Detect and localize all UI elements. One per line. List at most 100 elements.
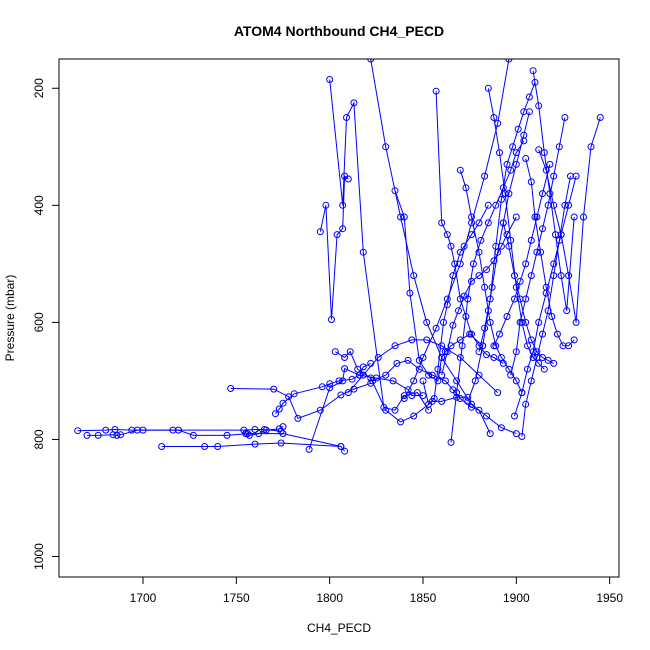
data-point — [580, 213, 587, 221]
series-19 — [475, 78, 539, 356]
data-point — [550, 201, 558, 209]
data-point — [133, 426, 141, 434]
data-point — [533, 248, 541, 256]
data-point — [522, 260, 530, 268]
series-line — [493, 164, 551, 347]
data-point — [539, 190, 546, 198]
data-point — [344, 389, 352, 397]
data-point — [550, 172, 558, 180]
data-point — [468, 330, 475, 338]
series-10 — [331, 348, 472, 426]
data-point — [350, 99, 358, 107]
data-point — [522, 295, 530, 303]
data-point — [113, 431, 121, 439]
series-line — [370, 59, 517, 435]
data-point — [512, 213, 520, 221]
data-point — [512, 348, 520, 356]
data-point — [341, 365, 349, 373]
data-point — [270, 385, 278, 393]
data-point — [326, 76, 334, 83]
data-point — [475, 371, 483, 379]
data-point — [561, 201, 569, 209]
data-point — [505, 59, 513, 63]
y-tick-label: 800 — [32, 429, 46, 449]
data-point — [346, 348, 354, 356]
series-14 — [432, 87, 507, 367]
data-point — [441, 377, 449, 385]
data-point — [397, 213, 405, 221]
series-line — [538, 117, 601, 323]
data-point — [447, 242, 455, 250]
data-point — [570, 336, 578, 344]
data-point — [505, 190, 513, 198]
data-point — [343, 114, 350, 121]
data-point — [456, 260, 464, 268]
data-point — [535, 318, 543, 326]
data-point — [74, 427, 82, 435]
data-point — [596, 114, 604, 121]
data-point — [404, 356, 412, 364]
data-point — [539, 330, 546, 338]
data-point — [567, 172, 574, 180]
data-point — [242, 430, 250, 438]
data-point — [326, 380, 334, 388]
data-point — [511, 272, 518, 280]
data-point — [449, 321, 457, 329]
series-line — [394, 190, 484, 382]
data-point — [169, 426, 177, 434]
data-point — [322, 201, 330, 209]
data-point — [563, 307, 571, 315]
data-point — [294, 414, 302, 422]
data-point — [419, 354, 427, 361]
data-point — [531, 213, 539, 221]
data-point — [316, 406, 324, 414]
data-point — [109, 431, 117, 439]
data-point — [565, 272, 573, 280]
series-20 — [484, 84, 548, 373]
data-point — [492, 201, 500, 209]
series-line — [230, 382, 371, 420]
data-point — [277, 439, 285, 447]
data-point — [438, 219, 446, 227]
data-point — [240, 426, 248, 434]
series-15 — [438, 213, 520, 379]
series-7 — [305, 365, 427, 453]
data-point — [469, 260, 477, 268]
data-point — [410, 377, 418, 385]
data-point — [456, 354, 464, 361]
data-point — [572, 318, 580, 326]
data-point — [339, 377, 347, 385]
data-point — [499, 219, 507, 227]
data-point — [455, 307, 462, 315]
data-point — [223, 431, 231, 439]
data-point — [527, 336, 535, 344]
data-point — [430, 395, 438, 402]
data-point — [339, 225, 347, 233]
data-point — [464, 295, 472, 303]
data-point — [83, 431, 91, 439]
data-point — [438, 397, 446, 405]
axis-ticks: 1700 1750 1800 1850 1900 1950 200 400 600 800 1000 — [32, 78, 623, 605]
data-point — [524, 365, 531, 373]
data-point — [544, 356, 552, 364]
data-point — [481, 324, 489, 332]
data-point — [341, 354, 349, 361]
data-point — [279, 423, 287, 431]
series-line — [487, 88, 545, 370]
data-point — [533, 354, 541, 361]
data-point — [468, 219, 475, 227]
data-point — [419, 377, 427, 385]
data-point — [565, 342, 573, 350]
data-point — [443, 231, 451, 239]
data-point — [511, 412, 518, 420]
data-point — [382, 371, 390, 379]
data-point — [413, 389, 421, 397]
data-point — [290, 390, 298, 398]
series-31 — [344, 336, 502, 397]
data-point — [443, 295, 451, 303]
data-point — [529, 67, 537, 75]
data-point — [535, 146, 543, 154]
data-point — [553, 330, 561, 338]
data-point — [434, 365, 442, 373]
data-point — [434, 377, 442, 385]
